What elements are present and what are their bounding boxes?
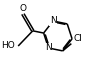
- Text: HO: HO: [1, 42, 15, 50]
- Text: Cl: Cl: [73, 34, 82, 43]
- Text: O: O: [19, 4, 26, 13]
- Text: N: N: [45, 43, 52, 52]
- Text: N: N: [50, 16, 56, 25]
